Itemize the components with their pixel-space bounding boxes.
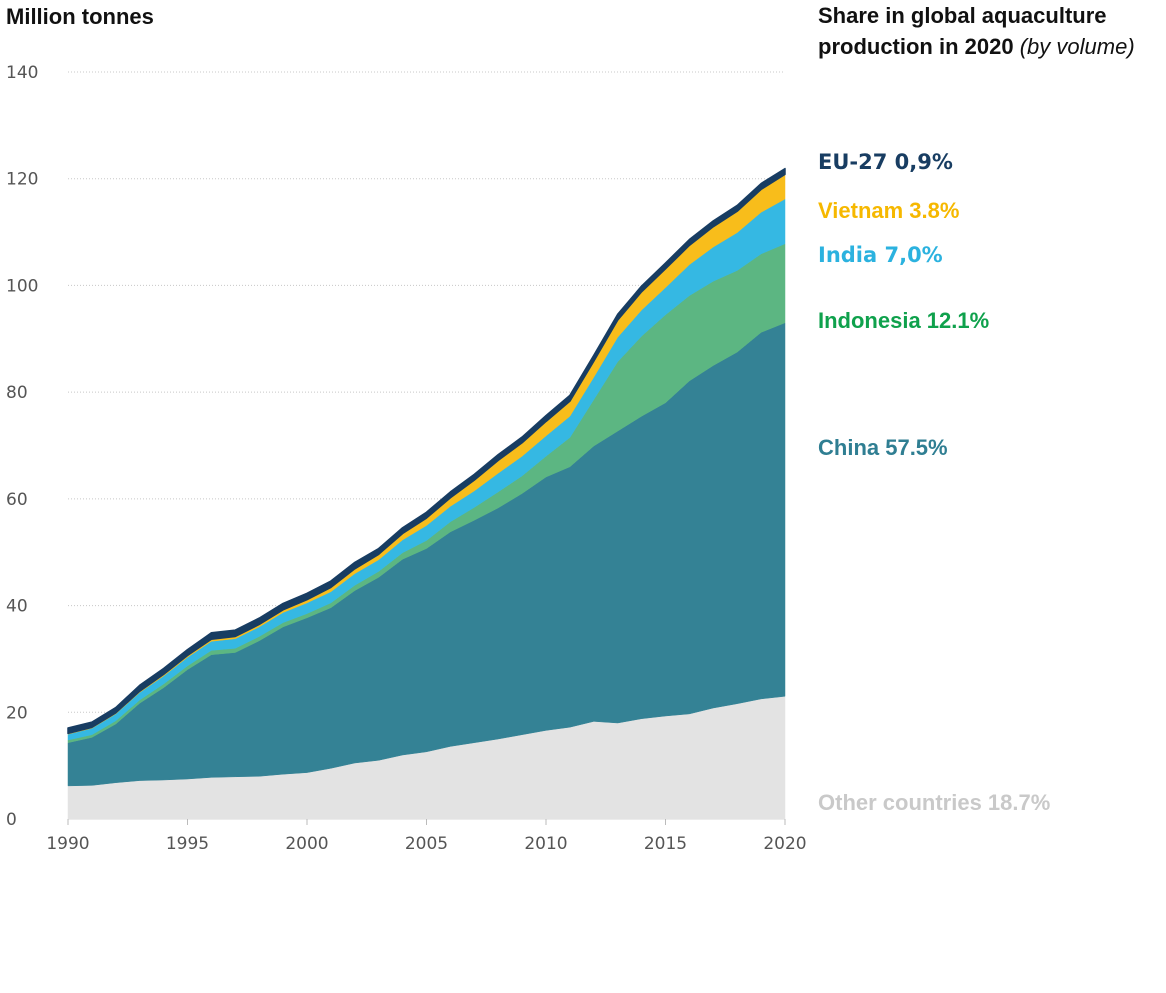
legend-title: Share in global aquaculture production i… bbox=[818, 0, 1166, 62]
y-tick-label-0: 0 bbox=[6, 810, 17, 830]
area-series bbox=[67, 167, 786, 820]
legend-label-other-countries: Other countries 18.7% bbox=[818, 790, 1051, 815]
area-eu-27 bbox=[67, 167, 786, 735]
y-tick-label-40: 40 bbox=[6, 597, 28, 617]
legend-title-main: Share in global aquaculture production i… bbox=[818, 3, 1107, 59]
x-tick-label-2010: 2010 bbox=[524, 834, 567, 854]
y-tick-label-140: 140 bbox=[6, 63, 38, 83]
x-tick-label-2020: 2020 bbox=[763, 834, 806, 854]
x-tick-label-2015: 2015 bbox=[644, 834, 687, 854]
y-tick-label-80: 80 bbox=[6, 383, 28, 403]
y-tick-label-100: 100 bbox=[6, 276, 38, 296]
x-tick-label-1995: 1995 bbox=[166, 834, 209, 854]
legend-label-indonesia: Indonesia 12.1% bbox=[818, 308, 990, 333]
x-tick-label-2005: 2005 bbox=[405, 834, 448, 854]
x-axis-ticks: 1990 1995 2000 2005 2010 2015 2020 bbox=[46, 819, 807, 854]
y-axis-title: Million tonnes bbox=[6, 4, 154, 29]
y-axis-ticks: 0 20 40 60 80 100 120 140 bbox=[6, 63, 38, 830]
legend-label-vietnam: Vietnam 3.8% bbox=[818, 198, 960, 223]
y-tick-label-20: 20 bbox=[6, 703, 28, 723]
y-tick-label-120: 120 bbox=[6, 170, 38, 190]
legend-label-china: China 57.5% bbox=[818, 435, 948, 460]
legend-title-note: (by volume) bbox=[1019, 34, 1135, 59]
legend-label-eu-27: EU-27 0,9% bbox=[818, 150, 953, 174]
x-tick-label-2000: 2000 bbox=[285, 834, 328, 854]
x-tick-label-1990: 1990 bbox=[46, 834, 89, 854]
legend-label-india: India 7,0% bbox=[818, 243, 943, 267]
y-tick-label-60: 60 bbox=[6, 490, 28, 510]
